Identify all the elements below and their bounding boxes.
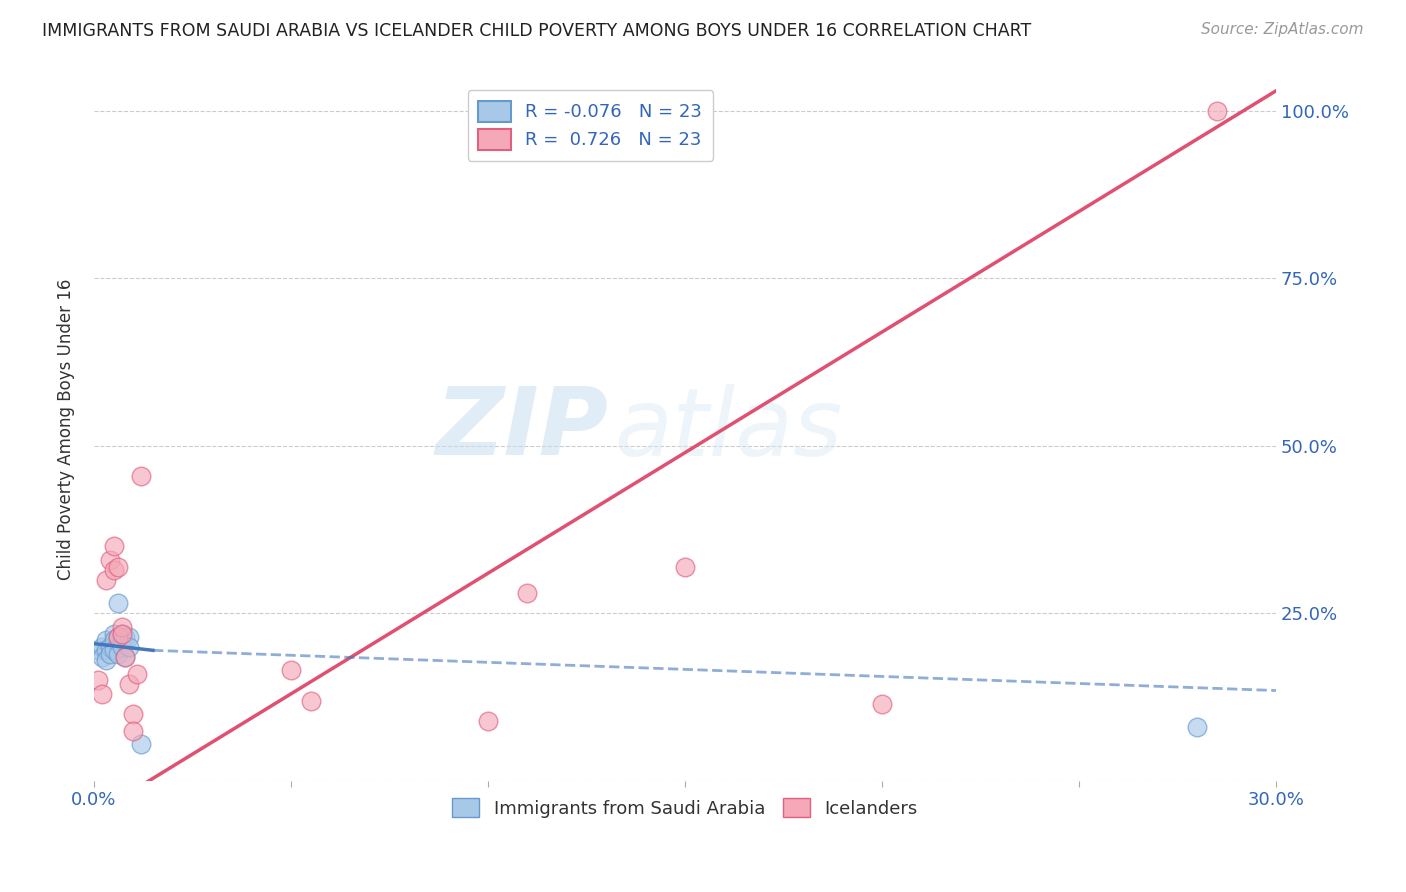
Point — [477, 714, 499, 728]
Point — [103, 540, 125, 554]
Point — [90, 640, 112, 654]
Text: ZIP: ZIP — [436, 384, 609, 475]
Point — [299, 693, 322, 707]
Text: IMMIGRANTS FROM SAUDI ARABIA VS ICELANDER CHILD POVERTY AMONG BOYS UNDER 16 CORR: IMMIGRANTS FROM SAUDI ARABIA VS ICELANDE… — [42, 22, 1032, 40]
Point — [110, 626, 132, 640]
Point — [122, 706, 145, 721]
Point — [118, 640, 141, 654]
Point — [94, 643, 117, 657]
Point — [107, 630, 129, 644]
Point — [114, 630, 136, 644]
Point — [103, 563, 125, 577]
Point — [107, 630, 129, 644]
Point — [516, 586, 538, 600]
Point — [103, 626, 125, 640]
Point — [90, 687, 112, 701]
Point — [673, 559, 696, 574]
Point — [94, 573, 117, 587]
Point — [103, 643, 125, 657]
Text: atlas: atlas — [614, 384, 842, 475]
Point — [129, 737, 152, 751]
Point — [118, 677, 141, 691]
Point — [114, 650, 136, 665]
Text: Source: ZipAtlas.com: Source: ZipAtlas.com — [1201, 22, 1364, 37]
Legend: Immigrants from Saudi Arabia, Icelanders: Immigrants from Saudi Arabia, Icelanders — [444, 791, 925, 825]
Point — [94, 633, 117, 648]
Point — [1185, 720, 1208, 734]
Point — [280, 664, 302, 678]
Point — [87, 673, 110, 688]
Point — [110, 620, 132, 634]
Point — [94, 653, 117, 667]
Point — [107, 559, 129, 574]
Point — [98, 553, 121, 567]
Point — [129, 469, 152, 483]
Point — [98, 640, 121, 654]
Point — [107, 596, 129, 610]
Point — [110, 633, 132, 648]
Point — [114, 650, 136, 665]
Point — [110, 626, 132, 640]
Y-axis label: Child Poverty Among Boys Under 16: Child Poverty Among Boys Under 16 — [58, 278, 75, 580]
Point — [122, 723, 145, 738]
Point — [87, 643, 110, 657]
Point — [1205, 103, 1227, 118]
Point — [98, 647, 121, 661]
Point — [107, 647, 129, 661]
Point — [118, 630, 141, 644]
Point — [103, 633, 125, 648]
Point — [870, 697, 893, 711]
Point — [110, 640, 132, 654]
Point — [90, 650, 112, 665]
Point — [127, 666, 149, 681]
